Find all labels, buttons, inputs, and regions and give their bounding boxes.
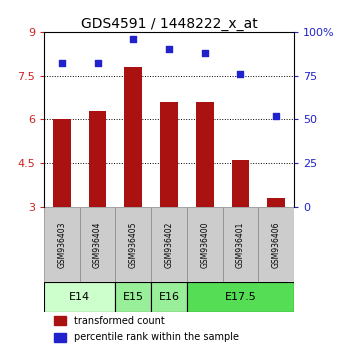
Point [202,50,208,56]
Text: transformed count: transformed count [74,316,165,326]
Bar [232,160,249,207]
FancyBboxPatch shape [115,282,151,312]
Point [273,113,279,119]
Point [238,71,243,77]
Title: GDS4591 / 1448222_x_at: GDS4591 / 1448222_x_at [81,17,257,31]
FancyBboxPatch shape [187,282,294,312]
FancyBboxPatch shape [223,207,258,282]
FancyBboxPatch shape [44,282,115,312]
Text: percentile rank within the sample: percentile rank within the sample [74,332,239,342]
Bar [89,110,106,207]
Text: GSM936401: GSM936401 [236,221,245,268]
FancyBboxPatch shape [80,207,115,282]
Text: GSM936400: GSM936400 [200,221,209,268]
Text: GSM936405: GSM936405 [129,221,138,268]
Bar [160,102,178,207]
Point [130,36,136,42]
Bar [53,119,71,207]
FancyBboxPatch shape [187,207,223,282]
Point [59,61,65,66]
Bar [124,67,142,207]
Text: GSM936403: GSM936403 [57,221,66,268]
Point [95,61,100,66]
Text: E14: E14 [69,292,90,302]
Text: E17.5: E17.5 [224,292,256,302]
Point [166,46,172,52]
Text: GSM936406: GSM936406 [272,221,281,268]
Text: GSM936402: GSM936402 [165,221,173,268]
Text: GSM936404: GSM936404 [93,221,102,268]
FancyBboxPatch shape [151,207,187,282]
FancyBboxPatch shape [151,282,187,312]
FancyBboxPatch shape [115,207,151,282]
Text: E15: E15 [123,292,144,302]
FancyBboxPatch shape [258,207,294,282]
Text: E16: E16 [159,292,179,302]
Bar [267,198,285,207]
Bar [196,102,214,207]
Bar [54,316,67,325]
Bar [54,333,67,342]
FancyBboxPatch shape [44,207,80,282]
